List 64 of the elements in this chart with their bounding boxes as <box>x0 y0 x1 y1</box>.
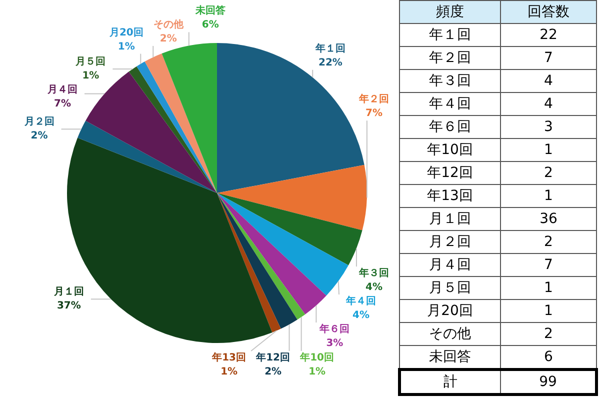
data-label: 4 <box>500 70 596 92</box>
slice-label: 月４回 <box>46 84 78 96</box>
slice-label: 月２回 <box>23 116 54 128</box>
category-label: 月４回 <box>400 254 500 276</box>
data-label: 36 <box>500 208 596 230</box>
slice-label: 未回答 <box>194 4 226 17</box>
slice-label: 年４回 <box>345 295 376 308</box>
slice-label: 年１回 <box>314 42 346 54</box>
data-label: 1% <box>82 70 100 82</box>
data-label: 4% <box>352 310 370 322</box>
data-label: 6 <box>500 346 596 370</box>
data-label: 22 <box>500 24 596 46</box>
data-label: 7 <box>500 46 596 70</box>
category-label: 未回答 <box>400 346 500 370</box>
data-label: 1 <box>500 184 596 208</box>
data-label: 1% <box>308 366 326 378</box>
data-label: 1% <box>118 41 135 52</box>
data-label: 6% <box>202 20 219 31</box>
category-label: 年13回 <box>400 184 500 208</box>
slice-label: 年10回 <box>299 352 334 364</box>
category-label: その他 <box>400 322 500 346</box>
slice-label: 年２回 <box>358 93 389 106</box>
data-label: 1 <box>500 138 596 162</box>
category-label: 月５回 <box>400 276 500 300</box>
data-label: 3 <box>500 116 596 138</box>
slice-label: 月５回 <box>74 56 106 68</box>
data-label: 2% <box>264 366 282 378</box>
category-label: 年１回 <box>400 24 500 46</box>
data-label: 37% <box>56 300 81 312</box>
data-label: 1 <box>500 300 596 322</box>
text: 頻度 <box>400 0 500 24</box>
slice-label: 月１回 <box>52 286 84 298</box>
data-label: 1 <box>500 276 596 300</box>
data-label: 2 <box>500 322 596 346</box>
category-label: 年６回 <box>400 116 500 138</box>
text: 計 <box>400 370 500 394</box>
text: 99 <box>539 374 557 390</box>
data-label: 1% <box>220 366 238 378</box>
slice-label: その他 <box>153 18 184 31</box>
data-label: 2% <box>160 34 177 45</box>
category-label: 月20回 <box>400 300 500 322</box>
data-label: 2 <box>500 230 596 254</box>
data-label: 7 <box>500 254 596 276</box>
category-label: 年３回 <box>400 70 500 92</box>
data-label: 2% <box>30 130 48 142</box>
category-label: 年４回 <box>400 92 500 116</box>
slice-label: 月20回 <box>108 27 144 38</box>
slice-label: 年６回 <box>318 323 350 336</box>
data-label: 7% <box>366 108 382 120</box>
category-label: 年２回 <box>400 46 500 70</box>
category-label: 月２回 <box>400 230 500 254</box>
text: 回答数 <box>500 0 596 24</box>
data-label: 4% <box>366 282 382 294</box>
data-label: 7% <box>54 98 71 110</box>
slice-label: 年12回 <box>255 352 290 364</box>
category-label: 年10回 <box>400 138 500 162</box>
data-label: 3% <box>326 338 344 350</box>
slice-label: 年13回 <box>211 352 246 364</box>
data-label: 2 <box>500 162 596 184</box>
category-label: 月１回 <box>400 208 500 230</box>
slice-label: 年３回 <box>358 267 389 280</box>
data-label: 22% <box>318 57 342 68</box>
data-label: 4 <box>500 92 596 116</box>
category-label: 年12回 <box>400 162 500 184</box>
